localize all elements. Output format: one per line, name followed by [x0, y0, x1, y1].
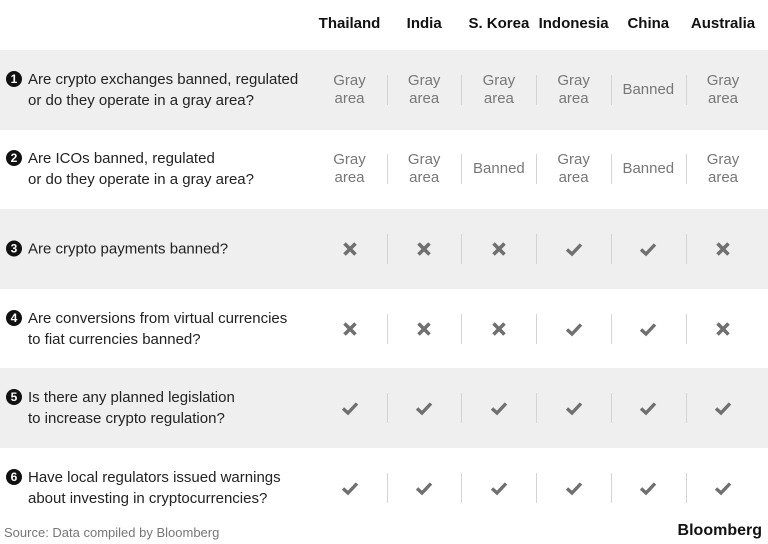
status-cell: Gray area	[407, 72, 441, 107]
question: 6 Have local regulators issued warnings a…	[6, 467, 281, 509]
table-row: 2 Are ICOs banned, regulated or do they o…	[0, 129, 768, 209]
check-icon	[312, 448, 387, 528]
column-divider	[536, 234, 538, 264]
column-divider	[461, 393, 463, 423]
column-divider	[610, 75, 612, 105]
column-header: China	[627, 15, 670, 32]
question-number-badge: 6	[6, 469, 22, 485]
column-divider	[386, 473, 388, 503]
column-divider	[610, 473, 612, 503]
question-number-badge: 3	[6, 240, 22, 257]
table-row: 3 Are crypto payments banned?	[0, 209, 768, 289]
column-header: Thailand	[318, 15, 381, 32]
column-divider	[610, 393, 612, 423]
column-divider	[461, 473, 463, 503]
bloomberg-logo: Bloomberg	[677, 522, 762, 539]
status-cell: Gray area	[333, 151, 366, 186]
check-icon	[536, 289, 611, 369]
cross-icon	[686, 209, 761, 289]
status-cell: Gray area	[407, 151, 441, 186]
column-divider	[461, 314, 463, 344]
column-header: Australia	[690, 15, 756, 32]
status-cell: Gray area	[557, 72, 590, 107]
status-cell: Banned	[622, 160, 675, 177]
column-divider	[386, 154, 388, 184]
table-row: 5 Is there any planned legislation to inc…	[0, 368, 768, 448]
check-icon	[387, 368, 462, 448]
column-divider	[536, 314, 538, 344]
table-row: 4 Are conversions from virtual currencie…	[0, 289, 768, 369]
question-number-badge: 5	[6, 389, 22, 405]
status-cell: Gray area	[557, 151, 590, 186]
status-cell: Gray area	[333, 72, 366, 107]
status-cell: Gray area	[482, 72, 516, 107]
status-cell: Banned	[473, 160, 525, 177]
question: 3 Are crypto payments banned?	[6, 239, 228, 260]
question: 4 Are conversions from virtual currencie…	[6, 308, 287, 350]
status-cell: Gray area	[706, 72, 740, 107]
cross-icon	[461, 289, 536, 369]
column-divider	[685, 473, 687, 503]
column-divider	[685, 75, 687, 105]
table-header: Thailand India S. Korea Indonesia China Austr…	[0, 0, 768, 50]
question-text: Have local regulators issued warnings abo…	[28, 469, 281, 507]
column-divider	[536, 473, 538, 503]
check-icon	[611, 209, 686, 289]
column-header: Indonesia	[538, 15, 609, 32]
column-divider	[610, 234, 612, 264]
cross-icon	[686, 289, 761, 369]
column-divider	[461, 154, 463, 184]
column-divider	[685, 314, 687, 344]
column-divider	[685, 154, 687, 184]
column-divider	[610, 314, 612, 344]
question-text: Are crypto exchanges banned, regulated or…	[28, 71, 299, 109]
column-divider	[386, 393, 388, 423]
question-number-badge: 1	[6, 71, 22, 87]
check-icon	[611, 368, 686, 448]
column-divider	[536, 393, 538, 423]
column-divider	[536, 75, 538, 105]
check-icon	[312, 368, 387, 448]
cross-icon	[387, 209, 462, 289]
question: 1 Are crypto exchanges banned, regulated…	[6, 69, 298, 111]
column-divider	[386, 75, 388, 105]
column-header: S. Korea	[468, 15, 530, 32]
column-divider	[610, 154, 612, 184]
check-icon	[611, 448, 686, 528]
column-header: India	[406, 15, 442, 32]
check-icon	[686, 448, 761, 528]
question-text: Are crypto payments banned?	[28, 240, 229, 258]
cross-icon	[312, 289, 387, 369]
question: 5 Is there any planned legislation to inc…	[6, 387, 235, 429]
cross-icon	[461, 209, 536, 289]
check-icon	[387, 448, 462, 528]
check-icon	[536, 368, 611, 448]
column-divider	[536, 154, 538, 184]
check-icon	[536, 448, 611, 528]
column-divider	[461, 75, 463, 105]
status-cell: Gray area	[706, 151, 740, 186]
question-text: Are conversions from virtual currencies t…	[28, 310, 288, 348]
column-divider	[685, 234, 687, 264]
source-note: Source: Data compiled by Bloomberg	[4, 525, 220, 540]
question-number-badge: 4	[6, 310, 22, 326]
check-icon	[461, 368, 536, 448]
question-text: Are ICOs banned, regulated or do they ope…	[28, 150, 254, 188]
check-icon	[536, 209, 611, 289]
cross-icon	[312, 209, 387, 289]
question: 2 Are ICOs banned, regulated or do they o…	[6, 148, 254, 190]
question-text: Is there any planned legislation to incre…	[28, 389, 235, 427]
column-divider	[386, 234, 388, 264]
check-icon	[686, 368, 761, 448]
table-row: 6 Have local regulators issued warnings a…	[0, 448, 768, 528]
column-divider	[685, 393, 687, 423]
status-cell: Banned	[622, 81, 675, 98]
table-row: 1 Are crypto exchanges banned, regulated…	[0, 50, 768, 130]
column-divider	[461, 234, 463, 264]
question-number-badge: 2	[6, 150, 22, 166]
check-icon	[611, 289, 686, 369]
column-divider	[386, 314, 388, 344]
cross-icon	[387, 289, 462, 369]
check-icon	[461, 448, 536, 528]
